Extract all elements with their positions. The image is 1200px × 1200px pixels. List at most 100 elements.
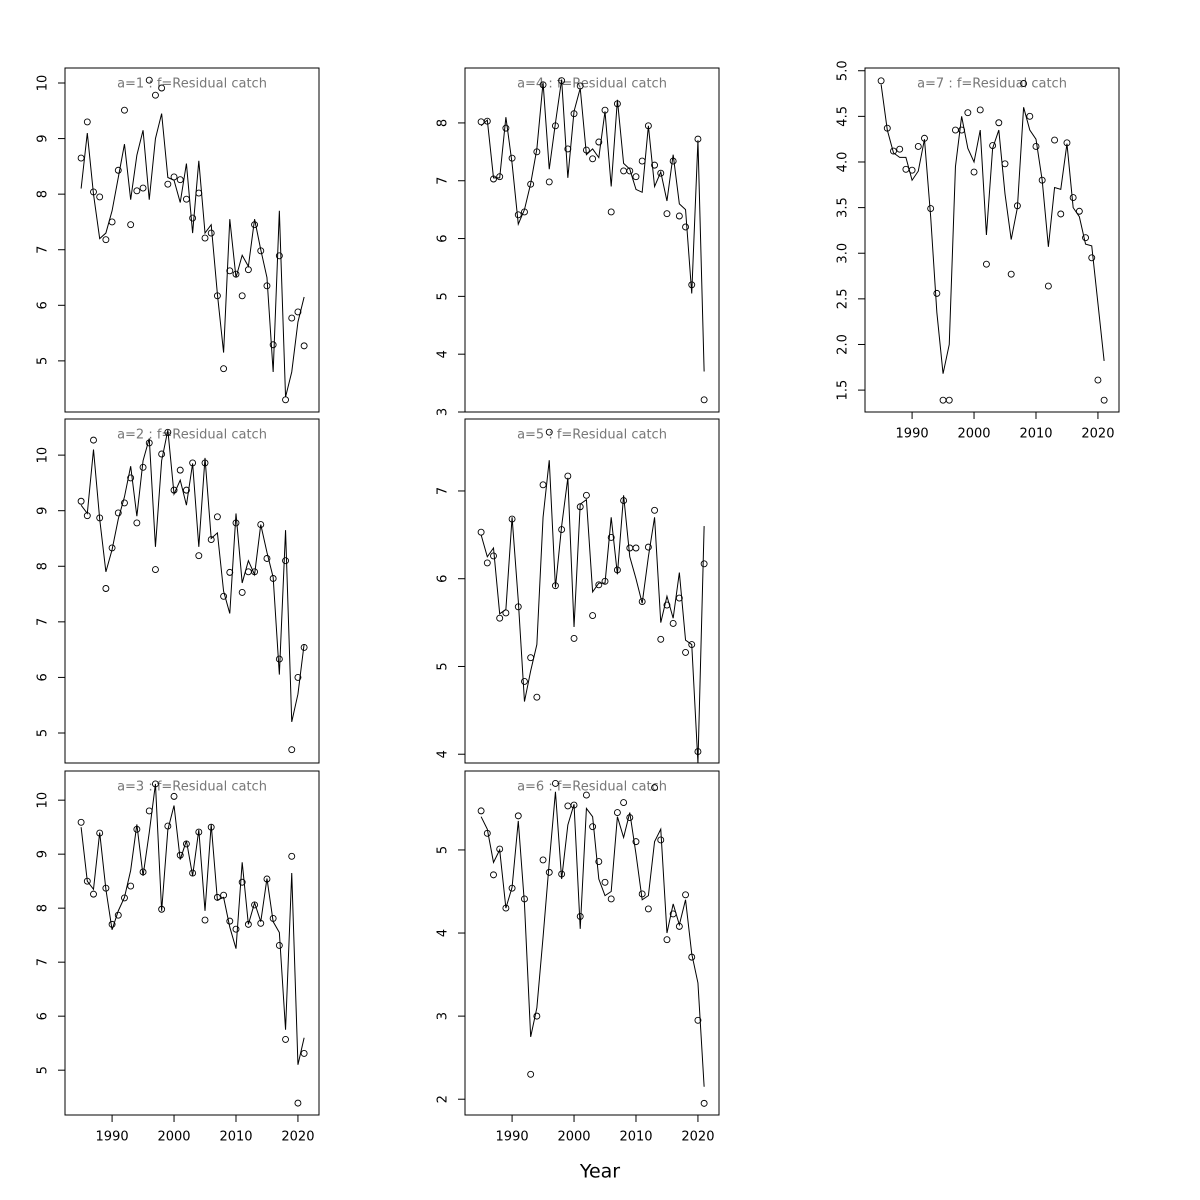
y-tick-label: 4 (436, 929, 451, 937)
y-tick-label: 8 (436, 119, 451, 127)
data-point (238, 878, 246, 886)
y-tick-label: 2 (436, 1095, 451, 1103)
data-point (570, 634, 578, 642)
x-tick-label: 2000 (557, 1130, 590, 1145)
fitted-line (80, 783, 305, 1065)
y-tick-label: 7 (36, 618, 51, 626)
data-point (121, 499, 128, 507)
data-point (589, 823, 597, 831)
data-point (514, 211, 522, 219)
data-point (1051, 136, 1059, 144)
data-point (595, 858, 603, 866)
data-point (226, 267, 234, 275)
y-tick-label: 8 (36, 190, 51, 198)
data-point (1082, 234, 1089, 242)
data-point (176, 466, 184, 474)
data-point (220, 365, 228, 373)
x-tick-label: 2010 (219, 1130, 252, 1145)
data-point (951, 126, 959, 134)
data-point (1020, 80, 1028, 87)
data-point (490, 552, 497, 560)
panel-title: a=4 : f=Residual catch (517, 77, 667, 92)
data-point (269, 341, 277, 349)
data-point (607, 208, 615, 216)
data-point (294, 673, 302, 681)
data-point (90, 436, 97, 444)
y-tick-label: 6 (36, 301, 51, 309)
data-point (1088, 254, 1096, 262)
data-point (207, 229, 215, 237)
data-point (502, 124, 510, 132)
data-point (995, 119, 1003, 127)
y-tick-label: 10 (36, 75, 51, 92)
y-tick-label: 6 (436, 234, 451, 242)
data-point (238, 292, 246, 300)
y-tick-label: 9 (36, 134, 51, 142)
data-point (294, 308, 302, 316)
data-point (127, 474, 135, 482)
data-point (601, 878, 609, 886)
data-point (877, 77, 885, 85)
data-point (970, 168, 978, 176)
data-point (263, 555, 271, 562)
y-tick-label: 7 (36, 958, 51, 966)
y-tick-label: 8 (36, 904, 51, 912)
data-point (682, 223, 689, 231)
panel-title: a=3 : f=Residual catch (117, 780, 267, 795)
data-point (933, 289, 941, 297)
y-tick-label: 2.5 (836, 289, 851, 310)
data-point (158, 84, 166, 92)
data-point (545, 428, 553, 436)
y-tick-label: 5 (36, 1066, 51, 1074)
data-point (139, 184, 147, 192)
data-point (127, 882, 135, 890)
data-point (226, 917, 234, 925)
data-point (700, 1099, 708, 1107)
data-point (1069, 194, 1077, 202)
data-point (282, 396, 289, 404)
fitted-line (480, 791, 705, 1087)
data-point (514, 812, 522, 820)
data-point (964, 109, 972, 117)
data-point (127, 221, 135, 229)
data-point (589, 612, 597, 620)
data-point (533, 693, 541, 701)
data-point (551, 780, 559, 787)
y-tick-label: 4.5 (836, 106, 851, 127)
data-point (282, 1035, 289, 1043)
y-tick-label: 9 (36, 507, 51, 515)
data-point (189, 869, 197, 877)
y-tick-label: 3.0 (836, 243, 851, 264)
y-tick-label: 10 (36, 447, 51, 464)
y-tick-label: 10 (36, 792, 51, 809)
data-point (102, 236, 110, 244)
data-point (638, 157, 646, 165)
data-point (576, 912, 584, 920)
data-point (657, 169, 665, 177)
y-tick-label: 5 (436, 846, 451, 854)
data-point (1007, 270, 1015, 278)
data-point (694, 1016, 702, 1024)
data-point (477, 807, 485, 815)
data-point (669, 620, 677, 627)
data-point (675, 212, 683, 220)
data-point (170, 792, 178, 800)
data-point (644, 905, 652, 913)
data-point (151, 566, 159, 574)
data-point (114, 509, 122, 517)
data-point (182, 195, 190, 203)
data-point (620, 167, 628, 175)
data-point (477, 528, 485, 536)
panel-title: a=7 : f=Residual catch (917, 77, 1067, 92)
data-point (982, 260, 990, 268)
y-tick-label: 5 (36, 729, 51, 737)
y-tick-label: 6 (436, 575, 451, 583)
fitted-line (480, 79, 705, 372)
data-point (263, 875, 271, 883)
data-point (582, 791, 590, 799)
x-tick-label: 2020 (1081, 427, 1114, 442)
data-point (902, 165, 910, 173)
y-tick-label: 3.5 (836, 197, 851, 218)
data-point (213, 513, 221, 521)
y-tick-label: 3 (436, 408, 451, 416)
